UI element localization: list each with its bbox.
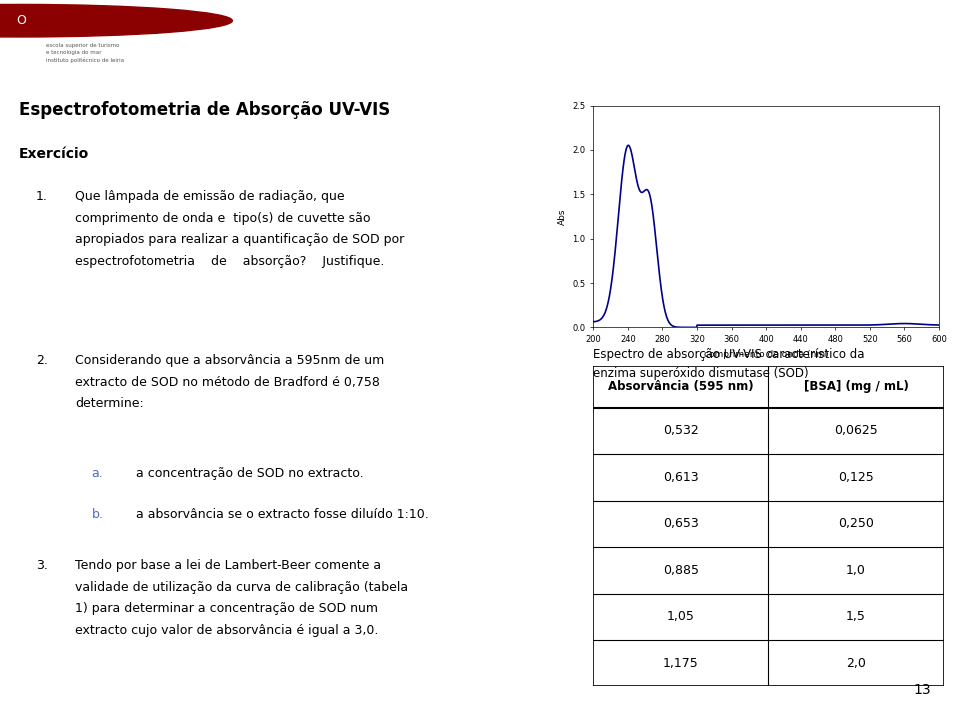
Text: Absorvância (595 nm): Absorvância (595 nm) bbox=[608, 380, 754, 394]
Text: a concentração de SOD no extracto.: a concentração de SOD no extracto. bbox=[136, 467, 364, 479]
FancyBboxPatch shape bbox=[0, 0, 149, 74]
Text: 0,532: 0,532 bbox=[663, 425, 699, 437]
Circle shape bbox=[0, 4, 232, 37]
Text: Considerando que a absorvância a 595nm de um
extracto de SOD no método de Bradfo: Considerando que a absorvância a 595nm d… bbox=[75, 354, 384, 410]
Text: Espectrofotometria de Absorção UV-VIS: Espectrofotometria de Absorção UV-VIS bbox=[19, 101, 391, 119]
Text: 2.: 2. bbox=[36, 354, 48, 367]
Y-axis label: Abs: Abs bbox=[558, 208, 567, 225]
Text: 1,05: 1,05 bbox=[667, 610, 695, 623]
Text: 0,653: 0,653 bbox=[663, 517, 699, 530]
Text: a absorvância se o extracto fosse diluído 1:10.: a absorvância se o extracto fosse diluíd… bbox=[136, 508, 429, 521]
Text: 0,250: 0,250 bbox=[838, 517, 874, 530]
Text: b.: b. bbox=[91, 508, 104, 521]
Text: 0,885: 0,885 bbox=[662, 564, 699, 577]
Text: IPL: IPL bbox=[46, 6, 87, 30]
Text: [BSA] (mg / mL): [BSA] (mg / mL) bbox=[804, 380, 908, 394]
Text: Que lâmpada de emissão de radiação, que
comprimento de onda e  tipo(s) de cuvett: Que lâmpada de emissão de radiação, que … bbox=[75, 191, 404, 268]
Text: Controlo da Qualidade e Segurança Química dos Alimentos: Controlo da Qualidade e Segurança Químic… bbox=[201, 27, 894, 47]
Text: O: O bbox=[16, 14, 26, 27]
X-axis label: comprimento de onda (nm): comprimento de onda (nm) bbox=[704, 350, 828, 358]
Text: Tendo por base a lei de Lambert-Beer comente a
validade de utilização da curva d: Tendo por base a lei de Lambert-Beer com… bbox=[75, 560, 408, 637]
Text: 0,0625: 0,0625 bbox=[834, 425, 878, 437]
Text: 13: 13 bbox=[914, 683, 931, 697]
Text: 0,125: 0,125 bbox=[838, 471, 874, 484]
Text: 1,5: 1,5 bbox=[846, 610, 866, 623]
Text: 1,0: 1,0 bbox=[846, 564, 866, 577]
Text: 1.: 1. bbox=[36, 191, 48, 203]
Text: 3.: 3. bbox=[36, 560, 48, 572]
Text: 1,175: 1,175 bbox=[663, 657, 699, 670]
Text: Exercício: Exercício bbox=[19, 147, 89, 161]
Text: 2,0: 2,0 bbox=[846, 657, 866, 670]
Text: escola superior de turismo
e tecnologia do mar
instituto politécnico de leiria: escola superior de turismo e tecnologia … bbox=[46, 43, 124, 63]
Text: a.: a. bbox=[91, 467, 104, 479]
Text: 0,613: 0,613 bbox=[663, 471, 699, 484]
Text: Espectro de absorção UV-VIS característico da
enzima superóxido dismutase (SOD): Espectro de absorção UV-VIS característi… bbox=[593, 348, 865, 380]
